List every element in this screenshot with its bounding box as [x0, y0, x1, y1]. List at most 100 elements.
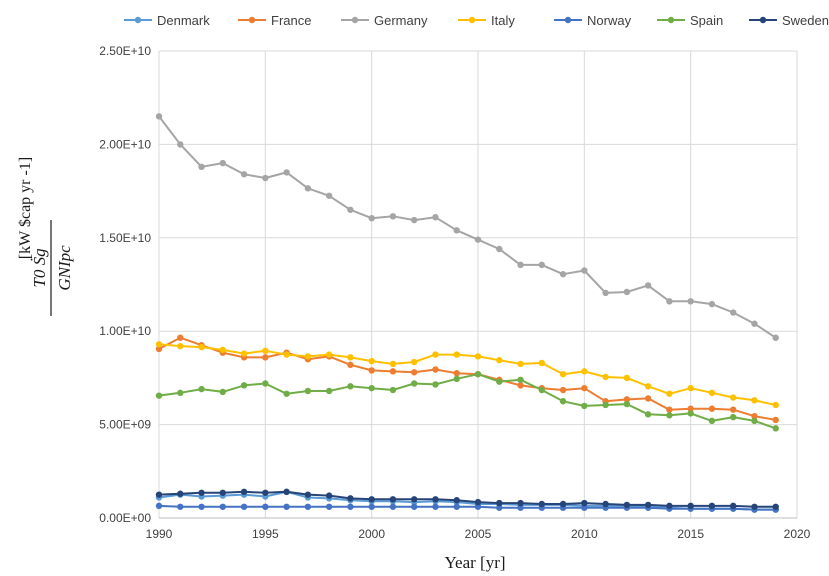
point-germany-2003 [432, 214, 439, 221]
point-spain-2004 [453, 375, 460, 383]
point-spain-2012 [623, 400, 631, 408]
point-sweden-2012 [623, 501, 631, 509]
point-germany-2007 [517, 261, 524, 269]
x-tick-label-4: 2010 [571, 527, 598, 541]
point-france-2014 [666, 406, 673, 413]
point-germany-2013 [644, 282, 652, 289]
point-italy-2002 [411, 358, 418, 366]
legend-item-france: France [238, 13, 311, 28]
point-norway-1999 [347, 503, 354, 510]
point-italy-1993 [219, 346, 226, 354]
point-spain-1990 [155, 392, 163, 399]
point-spain-2018 [751, 417, 758, 425]
point-italy-2010 [581, 368, 588, 375]
point-norway-1990 [155, 502, 163, 510]
point-france-2012 [623, 396, 631, 403]
point-italy-2009 [559, 370, 567, 378]
legend-label-norway: Norway [587, 13, 632, 28]
point-germany-2010 [581, 267, 588, 274]
point-sweden-1992 [198, 489, 205, 496]
point-italy-2019 [772, 401, 779, 409]
point-italy-2016 [708, 389, 716, 397]
point-germany-2014 [666, 298, 673, 305]
point-france-2017 [730, 406, 737, 413]
x-axis-title: Year [yr] [444, 553, 505, 572]
point-spain-2017 [730, 413, 737, 421]
point-italy-2004 [453, 351, 460, 358]
point-germany-1998 [325, 192, 333, 199]
point-sweden-1993 [219, 489, 226, 496]
point-germany-1997 [304, 185, 312, 192]
point-norway-2003 [432, 503, 439, 510]
point-germany-2018 [751, 320, 758, 327]
point-sweden-1998 [325, 492, 333, 499]
point-france-2018 [751, 412, 758, 420]
point-germany-1999 [347, 206, 354, 213]
point-sweden-2018 [751, 503, 758, 510]
point-italy-2012 [623, 374, 631, 382]
point-spain-2006 [496, 378, 503, 385]
point-italy-1996 [283, 351, 290, 358]
point-france-1991 [177, 334, 184, 341]
legend-swatch-marker-spain [667, 16, 675, 24]
point-spain-2008 [538, 386, 545, 394]
point-norway-1993 [219, 503, 226, 510]
line-italy [158, 343, 776, 406]
point-sweden-2019 [772, 503, 779, 510]
point-italy-2007 [517, 360, 524, 368]
legend-swatch-marker-denmark [134, 16, 142, 24]
point-norway-1992 [198, 503, 205, 510]
point-france-2000 [368, 367, 375, 374]
point-germany-2005 [474, 236, 482, 243]
legend-item-norway: Norway [554, 13, 632, 28]
series-germany [155, 113, 779, 341]
point-spain-2007 [517, 376, 524, 383]
point-germany-2006 [496, 245, 503, 253]
point-norway-1997 [304, 503, 312, 510]
point-norway-1994 [240, 503, 248, 510]
point-sweden-1991 [177, 490, 184, 497]
point-norway-2005 [474, 503, 482, 510]
x-tick-label-1: 1995 [252, 527, 279, 541]
point-germany-1995 [262, 174, 269, 182]
point-italy-1991 [177, 342, 184, 350]
point-sweden-1994 [240, 488, 248, 496]
y-axis-unit-label: [kW $cap yr -1] [17, 157, 34, 259]
point-italy-2011 [602, 373, 609, 381]
point-germany-1994 [240, 171, 248, 178]
point-italy-1994 [240, 350, 248, 357]
point-italy-1992 [198, 343, 205, 351]
x-tick-label-3: 2005 [465, 527, 492, 541]
legend-item-denmark: Denmark [124, 13, 210, 28]
grid-lines [158, 50, 798, 519]
line-france [158, 336, 776, 421]
point-sweden-2000 [368, 496, 375, 503]
point-italy-2001 [389, 360, 397, 368]
point-spain-1996 [283, 390, 290, 397]
point-norway-1995 [262, 503, 269, 510]
line-sweden [158, 490, 776, 508]
y-axis-unit: [kW $cap yr -1] [17, 157, 34, 259]
point-spain-2009 [559, 398, 567, 405]
y-tick-label-3: 1.50E+10 [99, 231, 151, 245]
point-france-2010 [581, 384, 588, 392]
point-germany-2000 [368, 214, 375, 222]
point-italy-1995 [262, 347, 269, 355]
point-norway-2000 [368, 503, 375, 510]
point-france-2003 [432, 366, 439, 373]
point-spain-1994 [240, 382, 248, 389]
point-sweden-1997 [304, 491, 312, 498]
point-germany-2004 [453, 227, 460, 234]
legend-item-germany: Germany [341, 13, 428, 28]
point-sweden-2009 [559, 500, 567, 508]
y-tick-label-5: 2.50E+10 [99, 44, 151, 58]
point-sweden-2010 [581, 499, 588, 507]
point-germany-2015 [687, 298, 694, 305]
point-norway-2004 [453, 503, 460, 510]
point-sweden-2004 [453, 497, 460, 504]
point-spain-2011 [602, 401, 609, 409]
point-germany-2002 [411, 216, 418, 224]
point-spain-2000 [368, 384, 375, 392]
legend-label-france: France [271, 13, 311, 28]
point-germany-1993 [219, 159, 226, 167]
